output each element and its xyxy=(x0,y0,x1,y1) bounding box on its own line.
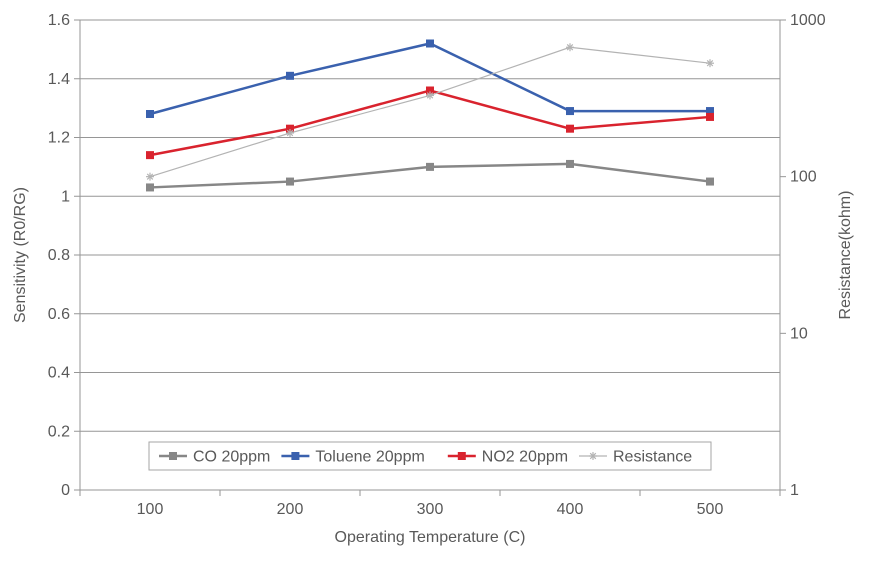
marker-square xyxy=(426,40,434,48)
marker-square xyxy=(566,125,574,133)
x-tick-label: 500 xyxy=(697,501,724,518)
x-tick-label: 400 xyxy=(557,501,584,518)
marker-square xyxy=(146,151,154,159)
marker-square xyxy=(706,178,714,186)
marker-square xyxy=(146,110,154,118)
legend-label: CO 20ppm xyxy=(193,449,270,466)
y-left-tick-label: 1 xyxy=(61,188,70,205)
legend-label: Resistance xyxy=(613,449,692,466)
y-left-tick-label: 1.6 xyxy=(48,12,70,29)
legend: CO 20ppm Toluene 20ppm NO2 20ppm Resistance xyxy=(149,442,711,470)
y-left-axis-label: Sensitivity (R0/RG) xyxy=(12,187,29,323)
marker-square xyxy=(706,113,714,121)
legend-label: NO2 20ppm xyxy=(482,449,568,466)
y-right-tick-label: 100 xyxy=(790,169,817,186)
y-left-tick-label: 0.2 xyxy=(48,423,70,440)
y-left-tick-label: 1.2 xyxy=(48,130,70,147)
chart-svg: 100200300400500Operating Temperature (C)… xyxy=(0,0,871,569)
marker-square xyxy=(169,452,177,460)
y-left-tick-label: 0.4 xyxy=(48,365,70,382)
marker-square xyxy=(458,452,466,460)
marker-square xyxy=(566,107,574,115)
marker-square xyxy=(146,183,154,191)
y-right-tick-label: 1 xyxy=(790,482,799,499)
y-left-tick-label: 0 xyxy=(61,482,70,499)
y-right-axis-label: Resistance(kohm) xyxy=(837,191,854,320)
y-right-tick-label: 10 xyxy=(790,325,808,342)
marker-square xyxy=(286,72,294,80)
marker-square xyxy=(426,163,434,171)
x-tick-label: 100 xyxy=(137,501,164,518)
chart-container: 100200300400500Operating Temperature (C)… xyxy=(0,0,871,569)
marker-square xyxy=(291,452,299,460)
x-tick-label: 200 xyxy=(277,501,304,518)
x-tick-label: 300 xyxy=(417,501,444,518)
marker-square xyxy=(286,178,294,186)
y-left-tick-label: 1.4 xyxy=(48,71,70,88)
x-axis-label: Operating Temperature (C) xyxy=(335,529,526,546)
series-line xyxy=(150,91,710,156)
legend-label: Toluene 20ppm xyxy=(315,449,424,466)
series xyxy=(146,160,714,192)
y-left-tick-label: 0.6 xyxy=(48,306,70,323)
y-right-tick-label: 1000 xyxy=(790,12,826,29)
marker-square xyxy=(566,160,574,168)
y-left-tick-label: 0.8 xyxy=(48,247,70,264)
